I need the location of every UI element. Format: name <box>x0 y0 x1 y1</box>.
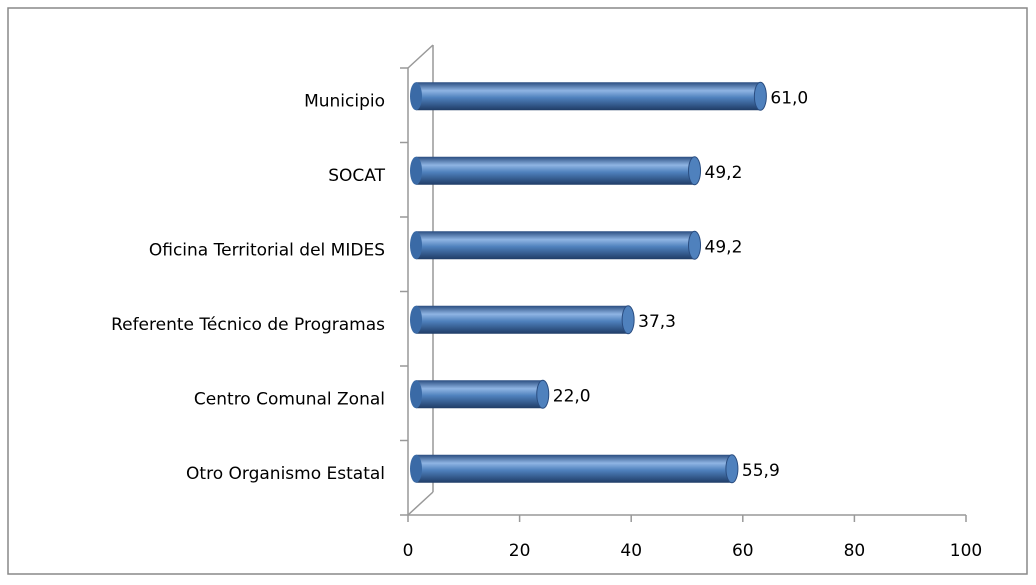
bar-start-cap <box>410 380 422 409</box>
y-tick-label: Centro Comunal Zonal <box>194 389 385 409</box>
bar-end-cap <box>621 305 635 335</box>
bar <box>416 82 761 111</box>
x-tick-label: 0 <box>403 541 414 561</box>
bar-end-cap <box>688 230 702 260</box>
x-tick-label: 40 <box>620 541 642 561</box>
y-tick-label: Municipio <box>304 91 385 111</box>
bar <box>416 231 695 260</box>
bar <box>416 454 732 483</box>
bar-end-cap <box>725 454 739 484</box>
y-tick-label: Referente Técnico de Programas <box>111 315 385 335</box>
value-label: 61,0 <box>770 88 808 108</box>
x-tick-label: 20 <box>509 541 531 561</box>
bar <box>416 305 629 334</box>
x-tick-label: 100 <box>950 541 982 561</box>
x-tick-label: 60 <box>732 541 754 561</box>
y-tick-label: Oficina Territorial del MIDES <box>149 240 385 260</box>
bar-end-cap <box>753 81 767 111</box>
bar-start-cap <box>410 231 422 260</box>
bar-start-cap <box>410 156 422 185</box>
bar-start-cap <box>410 82 422 111</box>
bar-end-cap <box>688 156 702 186</box>
bar-end-cap <box>536 379 550 409</box>
value-label: 37,3 <box>638 312 676 332</box>
bar-start-cap <box>410 305 422 334</box>
bar-start-cap <box>410 454 422 483</box>
x-tick-label: 80 <box>844 541 866 561</box>
bar <box>416 156 695 185</box>
value-label: 55,9 <box>742 461 780 481</box>
bar <box>416 380 543 409</box>
value-label: 49,2 <box>705 237 743 257</box>
value-label: 22,0 <box>553 386 591 406</box>
value-label: 49,2 <box>705 163 743 183</box>
y-tick-label: Otro Organismo Estatal <box>186 464 385 484</box>
y-tick-label: SOCAT <box>328 166 385 186</box>
